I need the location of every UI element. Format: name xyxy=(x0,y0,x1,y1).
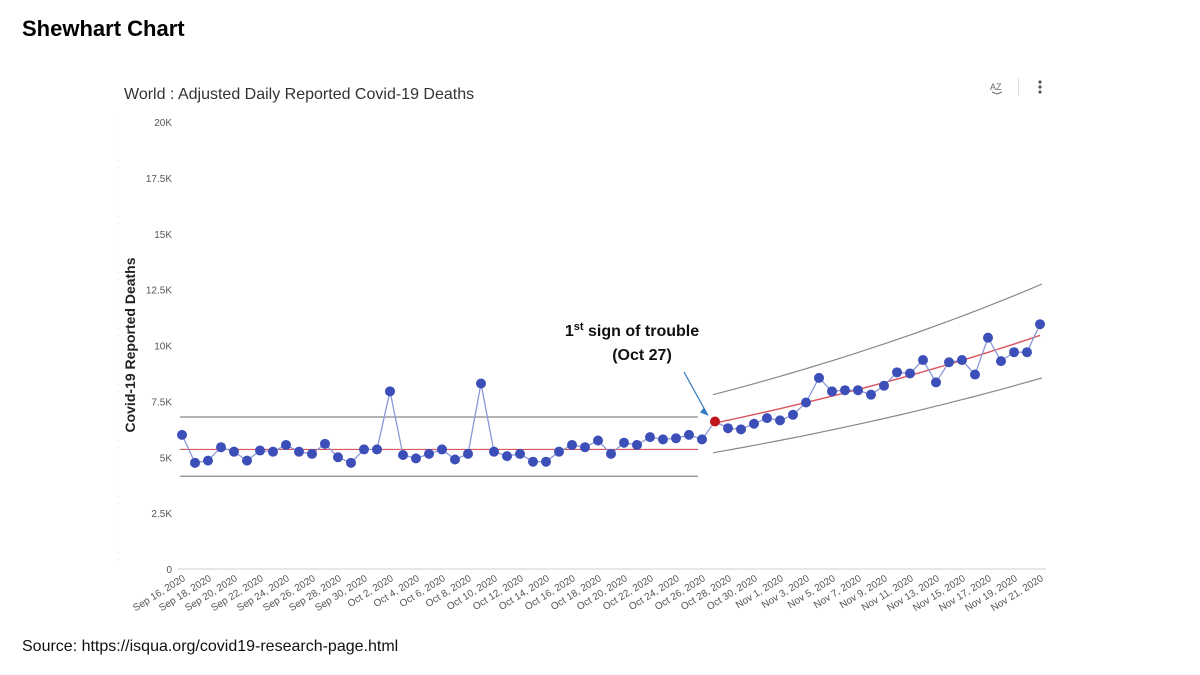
slide-title: Shewhart Chart xyxy=(22,16,185,41)
data-point xyxy=(398,450,408,461)
data-point xyxy=(996,356,1006,367)
data-point xyxy=(671,433,681,444)
center-line-trend xyxy=(716,334,1041,424)
data-point xyxy=(983,332,993,343)
y-tick-label: 12.5K xyxy=(146,286,172,297)
data-point xyxy=(697,434,707,445)
y-tick-label: 17.5K xyxy=(146,174,172,185)
data-point xyxy=(502,451,512,462)
data-point xyxy=(307,448,317,459)
data-point xyxy=(905,368,915,379)
data-point xyxy=(944,357,954,368)
data-point xyxy=(645,432,655,443)
more-vert-icon[interactable] xyxy=(1029,76,1051,98)
y-axis-title: Covid-19 Reported Deaths xyxy=(122,257,138,432)
data-point xyxy=(918,355,928,366)
data-point xyxy=(970,369,980,380)
data-point xyxy=(528,456,538,467)
data-point xyxy=(1035,319,1045,330)
lower-control-limit-trend xyxy=(712,377,1043,454)
data-point xyxy=(788,409,798,420)
data-point xyxy=(281,439,291,450)
data-point xyxy=(424,448,434,459)
data-point xyxy=(190,457,200,468)
annotation-arrowhead xyxy=(700,407,708,416)
y-tick-label: 7.5K xyxy=(151,397,172,408)
data-point xyxy=(320,438,330,449)
data-point xyxy=(554,446,564,457)
data-point xyxy=(463,448,473,459)
data-point xyxy=(892,367,902,378)
y-tick-label: 0 xyxy=(166,565,172,576)
data-point xyxy=(177,429,187,440)
chart-toolbar: A Z xyxy=(986,76,1051,98)
svg-text:Z: Z xyxy=(996,82,1002,92)
upper-control-limit-trend xyxy=(712,283,1043,396)
data-point xyxy=(385,386,395,397)
data-point xyxy=(775,415,785,426)
data-point xyxy=(736,424,746,435)
data-point xyxy=(853,385,863,396)
chart-title: World : Adjusted Daily Reported Covid-19… xyxy=(124,86,475,103)
data-point xyxy=(515,448,525,459)
data-point xyxy=(632,439,642,450)
data-point xyxy=(593,435,603,446)
y-tick-label: 20K xyxy=(154,118,172,129)
data-point xyxy=(801,397,811,408)
y-tick-label: 15K xyxy=(154,230,172,241)
svg-text:A: A xyxy=(990,82,996,92)
data-point xyxy=(814,372,824,383)
data-point xyxy=(580,442,590,453)
data-point xyxy=(840,385,850,396)
highlight-point xyxy=(710,416,720,427)
data-point xyxy=(827,386,837,397)
data-point xyxy=(931,377,941,388)
data-point xyxy=(294,446,304,457)
toolbar-divider xyxy=(1018,78,1019,96)
data-point xyxy=(268,446,278,457)
data-point xyxy=(476,378,486,389)
data-point xyxy=(437,444,447,455)
data-point xyxy=(1022,347,1032,358)
annotation-date: (Oct 27) xyxy=(612,347,672,364)
source-citation: Source: https://isqua.org/covid19-resear… xyxy=(22,638,399,655)
data-point xyxy=(346,457,356,468)
annotation-label: 1st sign of trouble xyxy=(565,321,699,340)
data-point xyxy=(749,418,759,429)
data-point xyxy=(606,448,616,459)
data-point xyxy=(762,413,772,424)
y-tick-label: 2.5K xyxy=(151,509,172,520)
data-point xyxy=(216,442,226,453)
data-point xyxy=(658,434,668,445)
series-line xyxy=(181,324,1041,464)
data-point xyxy=(489,446,499,457)
data-point xyxy=(411,453,421,464)
data-point xyxy=(1009,347,1019,358)
data-point xyxy=(619,437,629,448)
data-point xyxy=(684,429,694,440)
y-tick-label: 10K xyxy=(154,342,172,353)
data-point xyxy=(372,444,382,455)
data-point xyxy=(229,446,239,457)
data-point xyxy=(957,355,967,366)
data-point xyxy=(450,454,460,465)
y-tick-label: 5K xyxy=(160,453,173,464)
data-point xyxy=(242,455,252,466)
data-point xyxy=(255,445,265,456)
data-point xyxy=(333,452,343,463)
data-point xyxy=(359,444,369,455)
data-point xyxy=(541,456,551,467)
data-point xyxy=(879,380,889,391)
data-point xyxy=(866,389,876,400)
data-point xyxy=(567,439,577,450)
data-point xyxy=(203,455,213,466)
sort-az-icon[interactable]: A Z xyxy=(986,76,1008,98)
data-point xyxy=(723,423,733,434)
